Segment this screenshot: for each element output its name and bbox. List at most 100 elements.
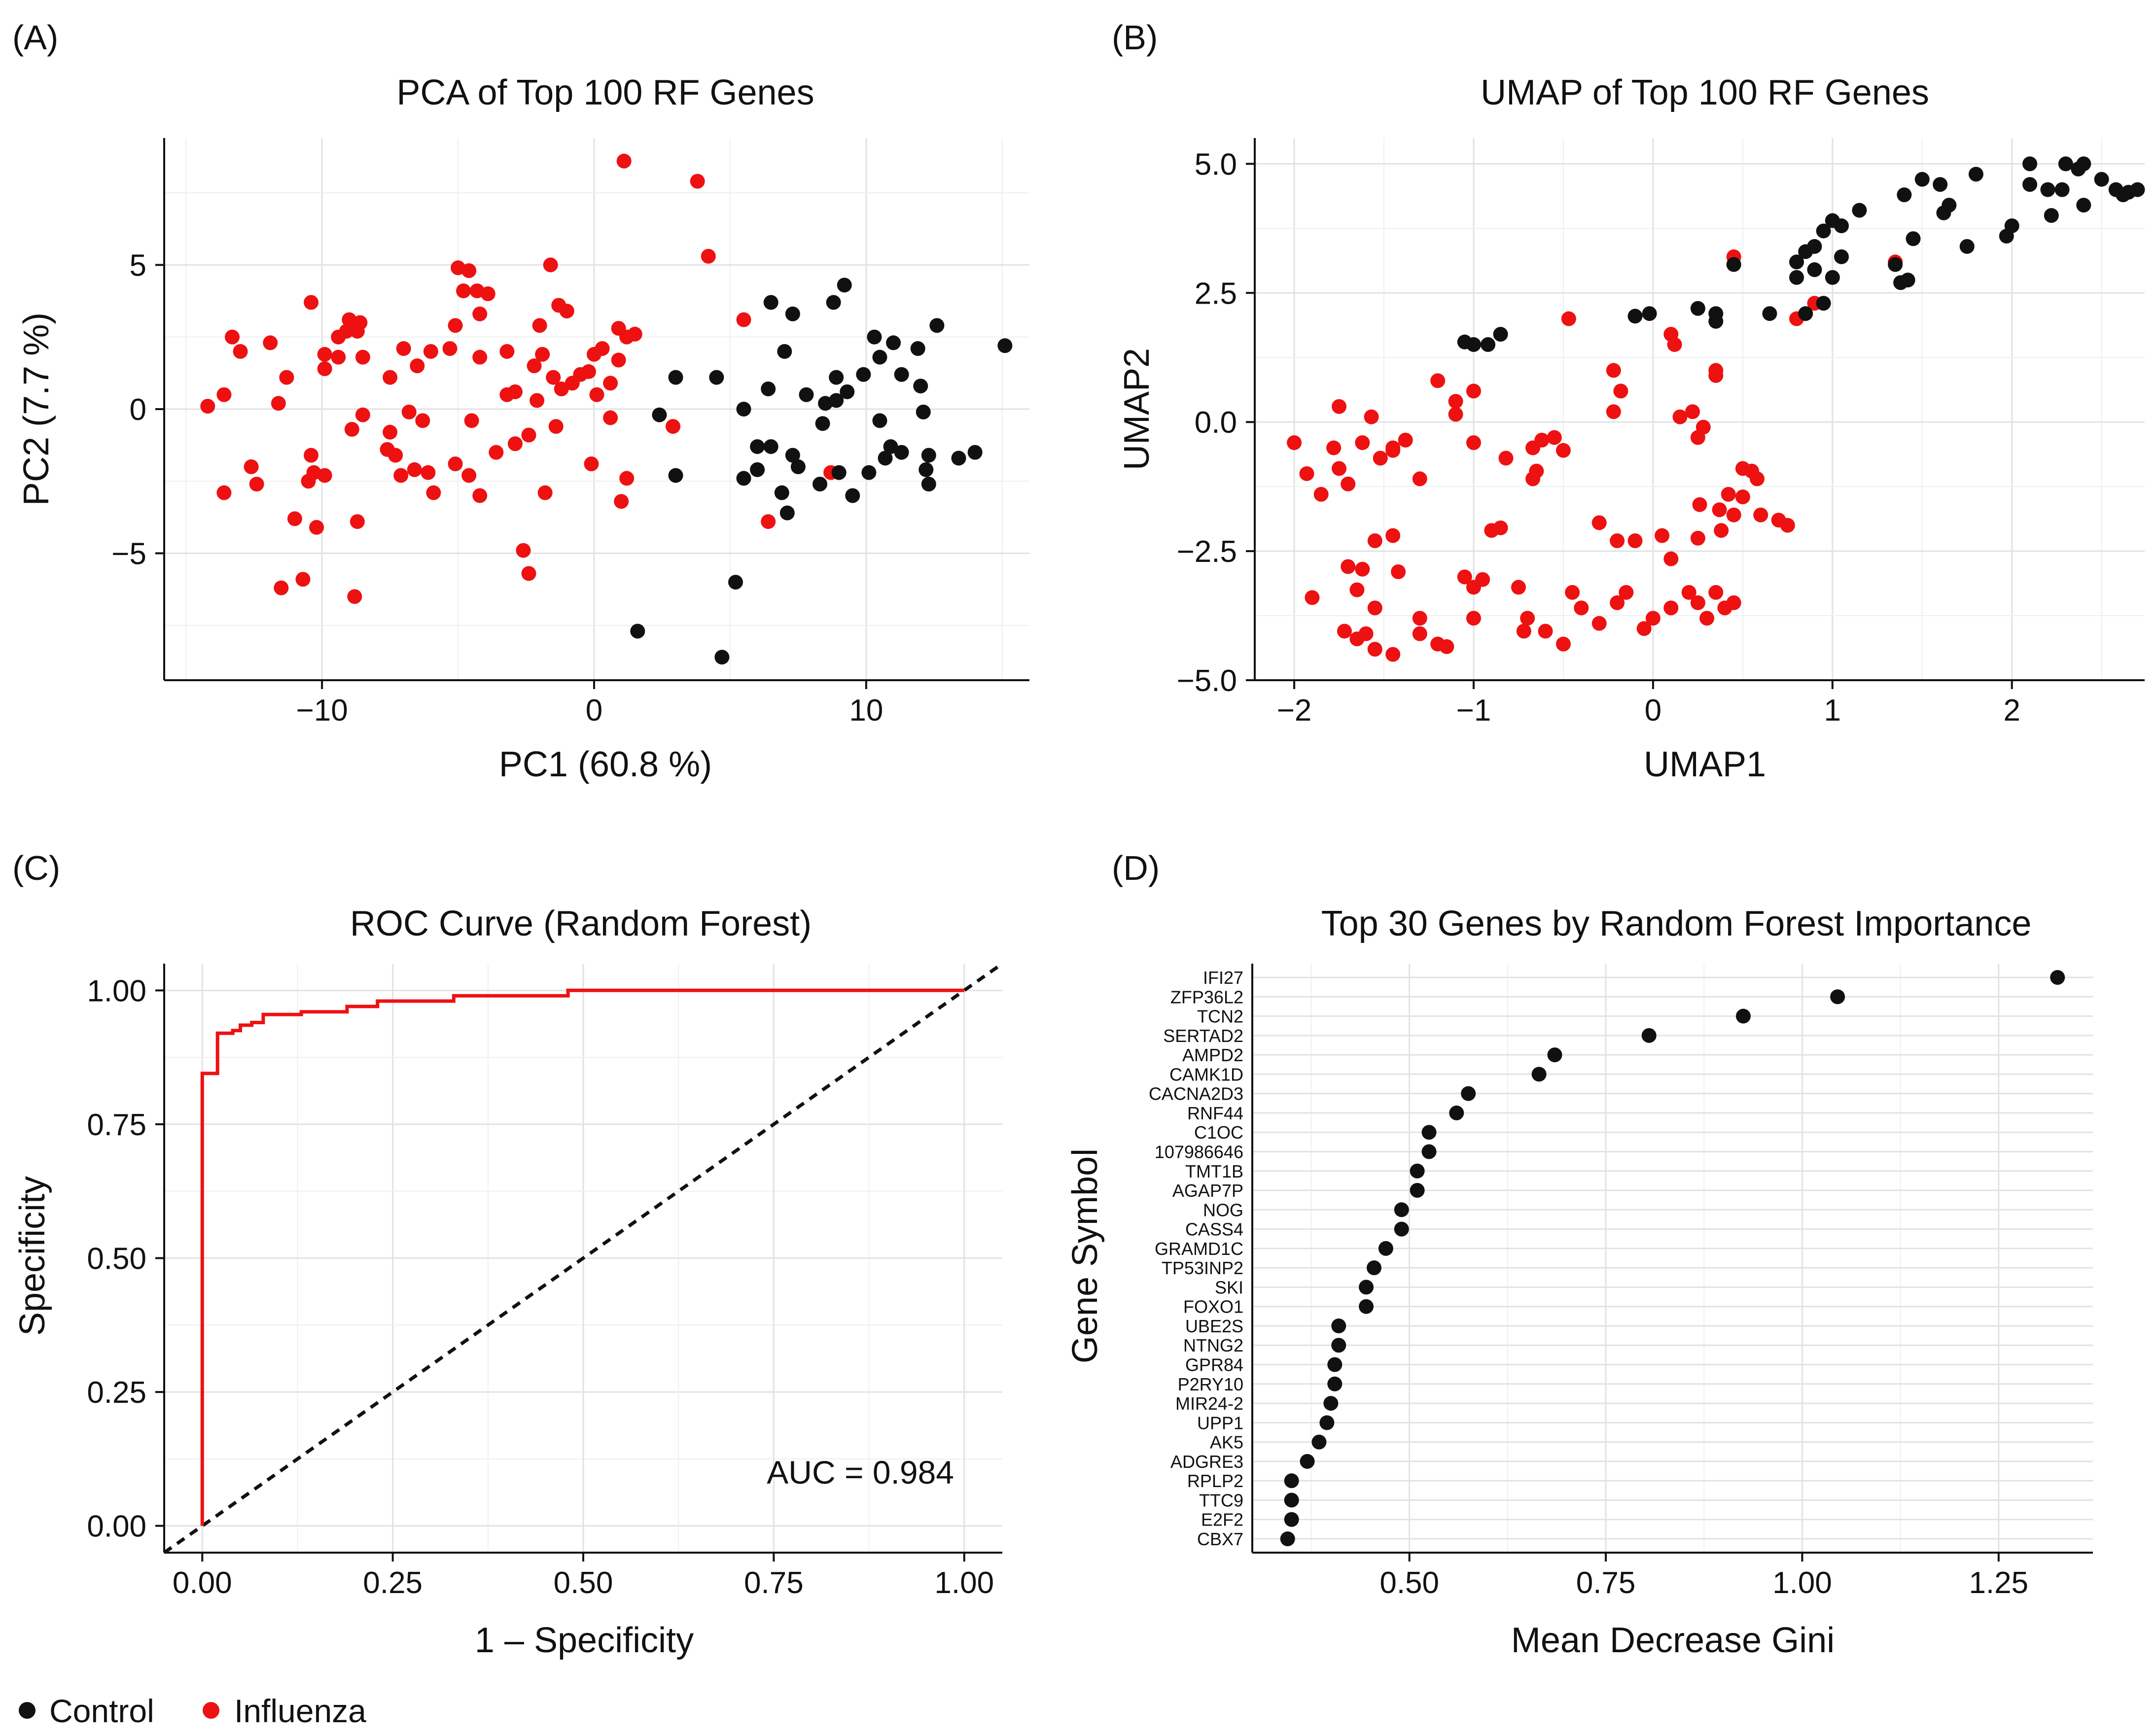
roc-marks-c <box>163 962 1004 1554</box>
point-influenza-a <box>619 471 635 486</box>
point-influenza-b <box>1520 611 1535 626</box>
gene-label: MIR24-2 <box>1175 1393 1243 1414</box>
point-control-b <box>2076 198 2091 213</box>
point-influenza-a <box>421 465 436 480</box>
point-influenza-a <box>537 485 553 500</box>
point-influenza-a <box>249 477 264 492</box>
x-tick-label-b: 1 <box>1824 694 1841 728</box>
point-influenza-a <box>279 370 294 385</box>
point-influenza-a <box>532 318 547 333</box>
point-influenza-b <box>1780 518 1795 533</box>
legend: Control Influenza <box>19 1693 366 1729</box>
auc-annotation: AUC = 0.984 <box>767 1454 954 1491</box>
point-influenza-b <box>1364 409 1379 424</box>
gene-label: GPR84 <box>1185 1355 1243 1375</box>
point-influenza-b <box>1516 624 1531 639</box>
point-control-a <box>861 465 877 480</box>
point-influenza-a <box>244 459 259 475</box>
point-influenza-b <box>1712 502 1727 518</box>
point-influenza-b <box>1555 443 1571 458</box>
point-control-a <box>916 404 931 419</box>
legend-swatch-influenza <box>203 1702 219 1719</box>
point-control-a <box>997 338 1013 353</box>
gene-label: GRAMD1C <box>1155 1239 1243 1259</box>
point-control-b <box>1959 239 1975 254</box>
point-control-b <box>1999 229 2014 244</box>
y-tick-label-b: 5.0 <box>1195 147 1237 181</box>
point-influenza-b <box>1610 595 1625 610</box>
point-influenza-a <box>627 326 642 342</box>
chart-title-b: UMAP of Top 100 RF Genes <box>1481 73 1929 112</box>
point-influenza-b <box>1708 363 1724 378</box>
point-influenza-a <box>295 572 311 587</box>
point-influenza-a <box>383 424 398 440</box>
point-control-a <box>894 367 909 382</box>
point-control-b <box>1642 306 1657 321</box>
point-control-a <box>763 295 778 310</box>
gene-label: SERTAD2 <box>1163 1026 1243 1046</box>
point-control-a <box>872 349 887 365</box>
point-influenza-b <box>1498 451 1514 466</box>
x-tick-label-a: 0 <box>586 694 602 728</box>
point-influenza-a <box>472 349 488 365</box>
point-influenza-b <box>1606 363 1621 378</box>
point-influenza-b <box>1672 409 1688 424</box>
importance-point <box>1311 1434 1327 1450</box>
importance-point <box>2050 970 2065 985</box>
point-control-a <box>652 407 667 422</box>
points-b <box>1287 156 2145 662</box>
gene-label: AMPD2 <box>1182 1045 1243 1065</box>
point-influenza-b <box>1699 611 1715 626</box>
point-control-b <box>2022 177 2038 192</box>
gene-label: UPP1 <box>1197 1413 1243 1433</box>
point-influenza-b <box>1726 595 1741 610</box>
point-influenza-a <box>301 474 316 489</box>
point-control-b <box>2121 185 2136 200</box>
point-control-a <box>867 329 882 345</box>
point-influenza-a <box>584 456 599 472</box>
axes-c: 0.00 0.25 0.50 0.75 1.00 0.00 0.25 0.50 0.75 1.00 <box>87 964 1002 1600</box>
point-influenza-b <box>1681 585 1697 600</box>
gene-label: RNF44 <box>1187 1103 1243 1123</box>
point-influenza-b <box>1645 611 1661 626</box>
point-influenza-a <box>761 514 776 529</box>
x-tick-label-d: 0.75 <box>1576 1566 1636 1600</box>
point-control-a <box>913 379 928 394</box>
point-influenza-a <box>331 329 346 345</box>
point-influenza-b <box>1721 486 1736 502</box>
point-influenza-a <box>521 566 536 581</box>
point-control-a <box>878 451 893 466</box>
point-influenza-b <box>1448 394 1463 409</box>
point-influenza-a <box>317 468 332 483</box>
importance-point <box>1284 1493 1299 1508</box>
point-control-b <box>1493 327 1508 342</box>
point-influenza-a <box>383 370 398 385</box>
point-influenza-b <box>1561 311 1576 326</box>
x-tick-label-b: −1 <box>1456 694 1491 728</box>
y-tick-label-b: 2.5 <box>1195 277 1237 311</box>
point-influenza-a <box>423 344 438 359</box>
point-influenza-b <box>1358 626 1374 641</box>
x-tick-label-d: 1.00 <box>1772 1566 1832 1600</box>
point-control-a <box>736 402 751 417</box>
point-control-b <box>1825 213 1840 228</box>
point-influenza-a <box>304 448 319 463</box>
point-control-b <box>1481 337 1496 352</box>
point-influenza-a <box>736 312 751 327</box>
y-tick-label-c: 0.75 <box>87 1108 146 1142</box>
point-influenza-a <box>388 448 403 463</box>
point-control-a <box>728 575 743 590</box>
point-influenza-b <box>1547 430 1562 445</box>
legend-swatch-control <box>19 1702 35 1719</box>
point-influenza-b <box>1299 466 1314 481</box>
point-influenza-a <box>396 341 411 356</box>
panel-label-d: (D) <box>1112 849 1160 887</box>
point-influenza-b <box>1708 585 1724 600</box>
importance-point <box>1331 1338 1346 1353</box>
y-tick-label-c: 0.00 <box>87 1510 146 1544</box>
gene-label: CACNA2D3 <box>1149 1084 1243 1104</box>
y-tick-label-a: 0 <box>130 393 146 427</box>
point-control-b <box>1816 223 1831 239</box>
point-control-b <box>2044 208 2059 223</box>
point-control-a <box>750 439 765 454</box>
